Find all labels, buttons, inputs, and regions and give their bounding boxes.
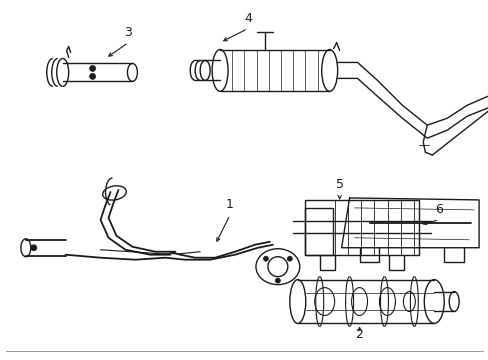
Bar: [304, 200, 419, 255]
Ellipse shape: [263, 256, 268, 261]
Ellipse shape: [89, 73, 95, 80]
Bar: [304, 208, 332, 255]
Ellipse shape: [275, 278, 280, 283]
Ellipse shape: [89, 66, 95, 71]
Ellipse shape: [31, 245, 37, 251]
Text: 2: 2: [355, 328, 363, 341]
Text: 1: 1: [225, 198, 234, 211]
Text: 4: 4: [244, 12, 251, 25]
Ellipse shape: [287, 256, 292, 261]
Text: 3: 3: [124, 26, 132, 39]
Text: 6: 6: [434, 203, 442, 216]
Text: 5: 5: [335, 179, 343, 192]
